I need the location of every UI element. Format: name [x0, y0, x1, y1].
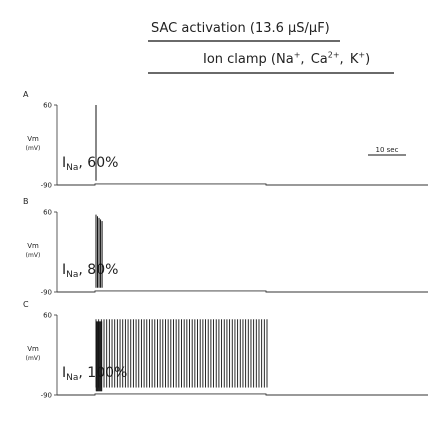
ion-clamp-prefix: Ion clamp (: [203, 52, 277, 67]
panel-b: B 60 -90 Vm (mV) INa, 80%: [23, 197, 428, 297]
ion-clamp-suffix: ): [365, 52, 371, 67]
scale-bar-label: 10 sec: [376, 146, 399, 154]
y-tick-label: -90: [41, 289, 52, 297]
y-axis-label-line1: Vm: [27, 135, 39, 143]
y-axis-label-line1: Vm: [27, 242, 39, 250]
panel-label: C: [23, 300, 29, 309]
y-tick-label: 60: [43, 209, 52, 217]
current-label: INa, 80%: [62, 262, 118, 280]
y-tick-label: -90: [41, 392, 52, 400]
y-axis-label-line2: (mV): [26, 145, 41, 152]
ion-ca: Ca2+: [310, 50, 340, 67]
ion-clamp-label: Ion clamp (Na+, Ca2+, K+): [203, 50, 371, 67]
y-tick-label: 60: [43, 102, 52, 110]
current-label: INa, 60%: [62, 155, 118, 173]
panel-label: A: [23, 90, 29, 99]
voltage-trace: [57, 290, 428, 293]
y-axis-label-line1: Vm: [27, 345, 39, 353]
panel-label: B: [23, 197, 29, 206]
sac-activation-label: SAC activation (13.6 μS/μF): [151, 21, 330, 36]
y-axis-label-line2: (mV): [26, 355, 41, 362]
y-tick-label: 60: [43, 312, 52, 320]
panel-a: A 60 -90 Vm (mV) INa, 60%: [23, 90, 428, 190]
y-axis-label-line2: (mV): [26, 252, 41, 259]
trace-panels: A 60 -90 Vm (mV) INa, 60% B 60 -90 Vm (mV) INa, 80%…: [23, 90, 428, 400]
ion-k: K+: [349, 50, 366, 67]
ion-na: Na+: [276, 50, 301, 67]
voltage-trace: [57, 183, 428, 186]
y-tick-label: -90: [41, 182, 52, 190]
voltage-trace: [57, 393, 428, 396]
